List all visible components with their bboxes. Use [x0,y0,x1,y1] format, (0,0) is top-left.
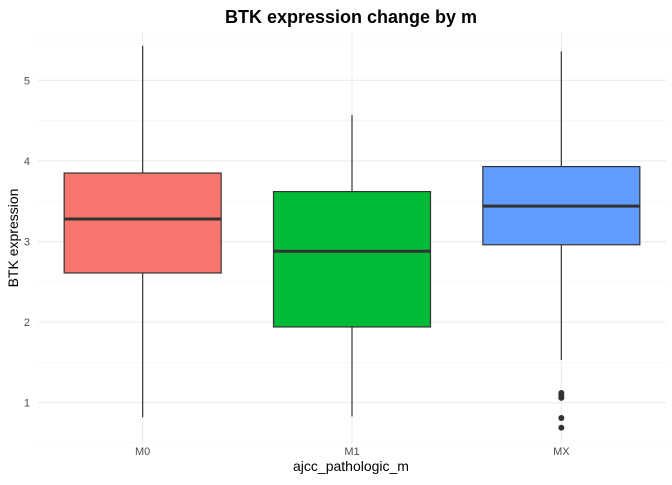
iqr-box [63,172,222,274]
y-axis-title: BTK expression [5,189,21,288]
y-tick-label: 4 [24,156,30,168]
x-axis-ticks: M0 M1 MX [135,446,570,458]
outlier-point [558,415,565,422]
x-axis-title: ajcc_pathologic_m [293,458,409,474]
y-axis-ticks: 1 2 3 4 5 [24,75,30,409]
x-tick-label: M1 [344,446,359,458]
y-tick-label: 1 [24,398,30,410]
outlier-point [558,424,565,431]
y-tick-label: 5 [24,75,30,87]
x-tick-label: MX [553,446,570,458]
box-group-m0 [63,45,222,418]
chart-title: BTK expression change by m [225,7,477,27]
box-group-m1 [272,115,432,417]
iqr-box [272,190,432,328]
y-tick-label: 2 [24,317,30,329]
outlier-point [558,394,565,401]
y-tick-label: 3 [24,237,30,249]
box-group-mx [482,51,641,431]
x-tick-label: M0 [135,446,150,458]
boxes [63,45,641,431]
